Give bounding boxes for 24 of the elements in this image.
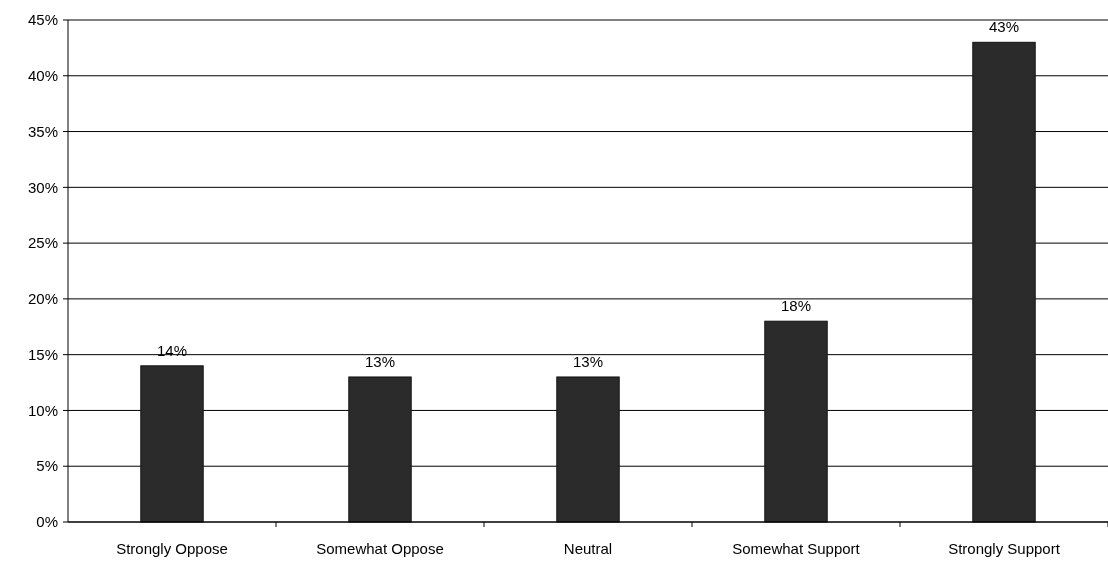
data-label: 18% (780, 297, 812, 315)
data-label: 13% (572, 352, 604, 370)
bar (556, 376, 620, 523)
data-label: 13% (364, 352, 396, 370)
y-tick-label: 0% (36, 513, 58, 531)
x-tick-label: Strongly Oppose (116, 540, 228, 557)
y-tick-label: 40% (27, 67, 58, 85)
y-tick-label: 15% (27, 345, 58, 363)
x-tick-label: Strongly Support (948, 540, 1061, 557)
y-tick-label: 20% (27, 290, 58, 308)
y-tick-label: 35% (27, 122, 58, 140)
y-tick-label: 25% (27, 234, 58, 252)
data-label: 43% (988, 18, 1020, 36)
y-tick-label: 30% (27, 178, 58, 196)
x-tick-label: Somewhat Oppose (316, 540, 444, 557)
bar (764, 320, 828, 523)
x-tick-label: Somewhat Support (732, 540, 861, 557)
bar (140, 365, 204, 523)
y-tick-label: 10% (27, 401, 58, 419)
y-tick-label: 45% (27, 11, 58, 29)
bar (348, 376, 412, 523)
y-tick-label: 5% (36, 457, 58, 475)
bar (972, 41, 1036, 523)
x-tick-label: Neutral (563, 540, 613, 557)
